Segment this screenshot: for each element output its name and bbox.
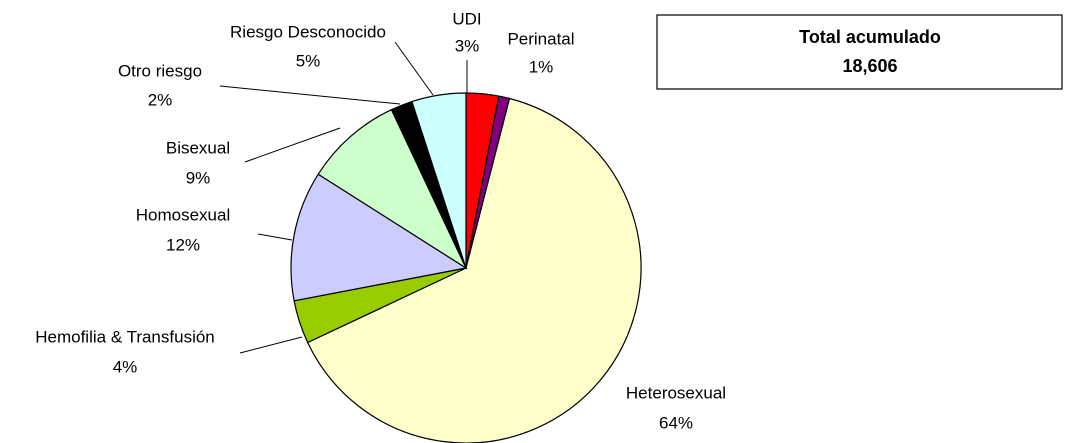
slice-label: Perinatal <box>507 29 574 48</box>
slice-label: Otro riesgo <box>118 61 202 80</box>
slice-value: 64% <box>659 413 693 432</box>
total-box <box>656 14 1063 90</box>
leader-line <box>219 85 401 105</box>
pie-slice <box>411 92 467 269</box>
slice-value: 1% <box>529 57 554 76</box>
leader-line <box>239 336 303 354</box>
total-label: Total acumulado <box>799 27 941 47</box>
leader-line <box>257 233 293 241</box>
leader-line <box>244 127 341 163</box>
slice-value: 5% <box>296 51 321 70</box>
pie-slice <box>306 97 642 443</box>
pie-slice <box>317 108 468 270</box>
total-value: 18,606 <box>842 56 897 76</box>
slice-label: Heterosexual <box>626 383 726 402</box>
slice-label: Bisexual <box>166 138 230 157</box>
pie-slice <box>290 173 468 302</box>
slice-label: Riesgo Desconocido <box>230 22 386 41</box>
slice-label: Hemofilia & Transfusión <box>35 327 215 346</box>
slice-value: 3% <box>455 36 480 55</box>
slice-value: 9% <box>186 168 211 187</box>
slice-value: 4% <box>113 357 138 376</box>
slice-value: 2% <box>148 90 173 109</box>
slice-label: Homosexual <box>136 205 231 224</box>
leader-line <box>394 41 434 96</box>
slice-value: 12% <box>166 235 200 254</box>
slice-label: UDI <box>452 9 481 28</box>
